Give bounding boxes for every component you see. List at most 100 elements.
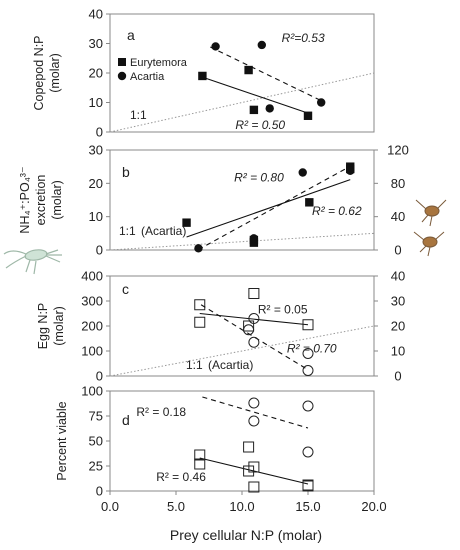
- y2-tick-label-c: 20: [391, 319, 405, 334]
- r-squared-annotation-c: R² = 0.05: [258, 303, 308, 317]
- legend-swatch-acartia: [117, 71, 127, 81]
- y-tick-label-a: 10: [89, 95, 103, 110]
- data-point-eurytemora-a: [244, 65, 253, 75]
- data-point-eurytemora-c: [194, 299, 206, 311]
- data-point-eurytemora-d: [248, 481, 260, 493]
- y2-tick-label-b: 40: [391, 209, 405, 224]
- y-tick-label-a: 30: [89, 36, 103, 51]
- data-point-acartia-c: [302, 365, 314, 376]
- data-point-eurytemora-c: [243, 320, 255, 332]
- fit-line-acartia-a: [210, 46, 325, 103]
- y-tick-label-d: 100: [81, 384, 103, 399]
- y-axis-label-b: NH₄⁺:PO₄³⁻ excretion (molar): [18, 166, 64, 233]
- y-tick-label-b: 20: [89, 176, 103, 191]
- data-point-eurytemora-a: [303, 111, 313, 120]
- panel-label-c: c: [122, 281, 129, 297]
- fit-line-acartia-b: [198, 165, 351, 251]
- fit-line-eurytemora-b: [186, 179, 351, 238]
- x-tick-label: 0.0: [101, 499, 119, 514]
- y-tick-label-a: 20: [89, 66, 103, 81]
- data-point-acartia-a: [211, 42, 220, 51]
- y-axis-label-a-line1: Copepod N:P: [32, 35, 46, 110]
- r-squared-annotation-d: R² = 0.18: [136, 405, 186, 419]
- data-point-acartia-b: [249, 234, 259, 243]
- y2-tick-label-b: 120: [387, 143, 409, 158]
- y-tick-label-b: 10: [89, 209, 103, 224]
- data-point-acartia-d: [302, 446, 314, 458]
- x-tick-label: 15.0: [295, 499, 320, 514]
- x-tick-label: 10.0: [229, 499, 254, 514]
- y2-tick-label-b: 80: [391, 176, 405, 191]
- data-point-eurytemora-a: [198, 71, 207, 81]
- panel-a: a Copepod N:P (molar) Eurytemora Acartia: [32, 13, 375, 133]
- data-point-eurytemora-d: [194, 449, 206, 461]
- r-squared-annotation-c: R² = 0.70: [287, 341, 337, 355]
- data-point-acartia-d: [248, 397, 260, 409]
- y-tick-label-c: 300: [81, 294, 103, 309]
- one-to-one-note-c: (Acartia): [208, 358, 253, 372]
- panel-label-b: b: [122, 164, 130, 180]
- r-squared-annotation-a: R²=0.53: [282, 31, 325, 45]
- data-point-eurytemora-b: [249, 238, 259, 247]
- data-point-eurytemora-d: [194, 458, 206, 470]
- panel-label-d: d: [122, 412, 130, 428]
- data-point-eurytemora-d: [302, 479, 314, 491]
- r-squared-annotation-d: R² = 0.46: [156, 470, 206, 484]
- y-tick-label-a: 0: [96, 125, 103, 140]
- data-point-eurytemora-c: [248, 288, 260, 299]
- x-axis-label: Prey cellular N:P (molar): [170, 527, 322, 543]
- y-tick-label-b: 30: [89, 143, 103, 158]
- y2-tick-label-c: 0: [394, 369, 401, 384]
- y-axis-label-a: Copepod N:P (molar): [32, 35, 62, 110]
- one-to-one-line-c: [109, 325, 375, 377]
- data-point-acartia-a: [317, 98, 326, 107]
- data-point-eurytemora-c: [194, 316, 206, 328]
- y-tick-label-d: 75: [89, 409, 103, 424]
- fit-line-acartia-c: [200, 304, 309, 371]
- data-point-acartia-d: [248, 415, 260, 427]
- r-squared-annotation-b: R² = 0.62: [312, 204, 362, 218]
- one-to-one-label-c: 1:1: [186, 358, 203, 372]
- y-axis-label-c: Egg N:P (molar): [36, 303, 66, 350]
- fit-line-eurytemora-a: [202, 76, 309, 114]
- r-squared-annotation-b: R² = 0.80: [234, 171, 284, 185]
- y-tick-label-d: 25: [89, 459, 103, 474]
- data-point-eurytemora-d: [248, 461, 260, 473]
- data-point-eurytemora-c: [302, 319, 314, 331]
- y2-tick-label-c: 10: [391, 344, 405, 359]
- panel-c: c Egg N:P (molar): [36, 275, 375, 377]
- copepod-illustration-acartia: [413, 199, 447, 257]
- data-point-acartia-a: [265, 104, 274, 113]
- y-axis-label-b-line3: (molar): [50, 180, 64, 220]
- y-axis-label-d: Percent viable: [55, 401, 69, 480]
- y-tick-label-d: 50: [89, 434, 103, 449]
- y-axis-label-c-line2: (molar): [52, 306, 66, 346]
- y-tick-label-a: 40: [89, 7, 103, 22]
- data-point-acartia-c: [248, 336, 260, 348]
- legend-a: Eurytemora Acartia: [117, 57, 188, 83]
- y-axis-label-d-line1: Percent viable: [55, 401, 69, 480]
- y-axis-label-c-line1: Egg N:P: [36, 303, 50, 350]
- data-point-eurytemora-a: [249, 105, 259, 115]
- data-point-acartia-c: [243, 324, 255, 336]
- panel-label-a: a: [127, 27, 135, 43]
- panel-d: d Percent viable Prey cellular N:P (mola…: [55, 390, 375, 543]
- copepod-illustration-eurytemora: [3, 249, 62, 275]
- y-tick-label-c: 400: [81, 269, 103, 284]
- fit-line-acartia-d: [202, 396, 309, 429]
- one-to-one-label-b: 1:1: [119, 224, 136, 238]
- plot-frame-b: [109, 149, 375, 251]
- y-tick-label-c: 0: [96, 369, 103, 384]
- y-axis-label-a-line2: (molar): [48, 53, 62, 93]
- data-point-acartia-d: [302, 400, 314, 412]
- r-squared-annotation-a: R² = 0.50: [235, 118, 285, 132]
- y-tick-label-d: 0: [96, 484, 103, 499]
- one-to-one-line-a: [109, 72, 375, 133]
- y-axis-label-b-line1: NH₄⁺:PO₄³⁻: [18, 166, 32, 233]
- one-to-one-note-b: (Acartia): [141, 224, 186, 238]
- data-point-acartia-b: [194, 244, 203, 253]
- data-point-acartia-a: [257, 40, 266, 50]
- data-point-eurytemora-d: [243, 441, 255, 453]
- x-tick-label: 5.0: [167, 499, 185, 514]
